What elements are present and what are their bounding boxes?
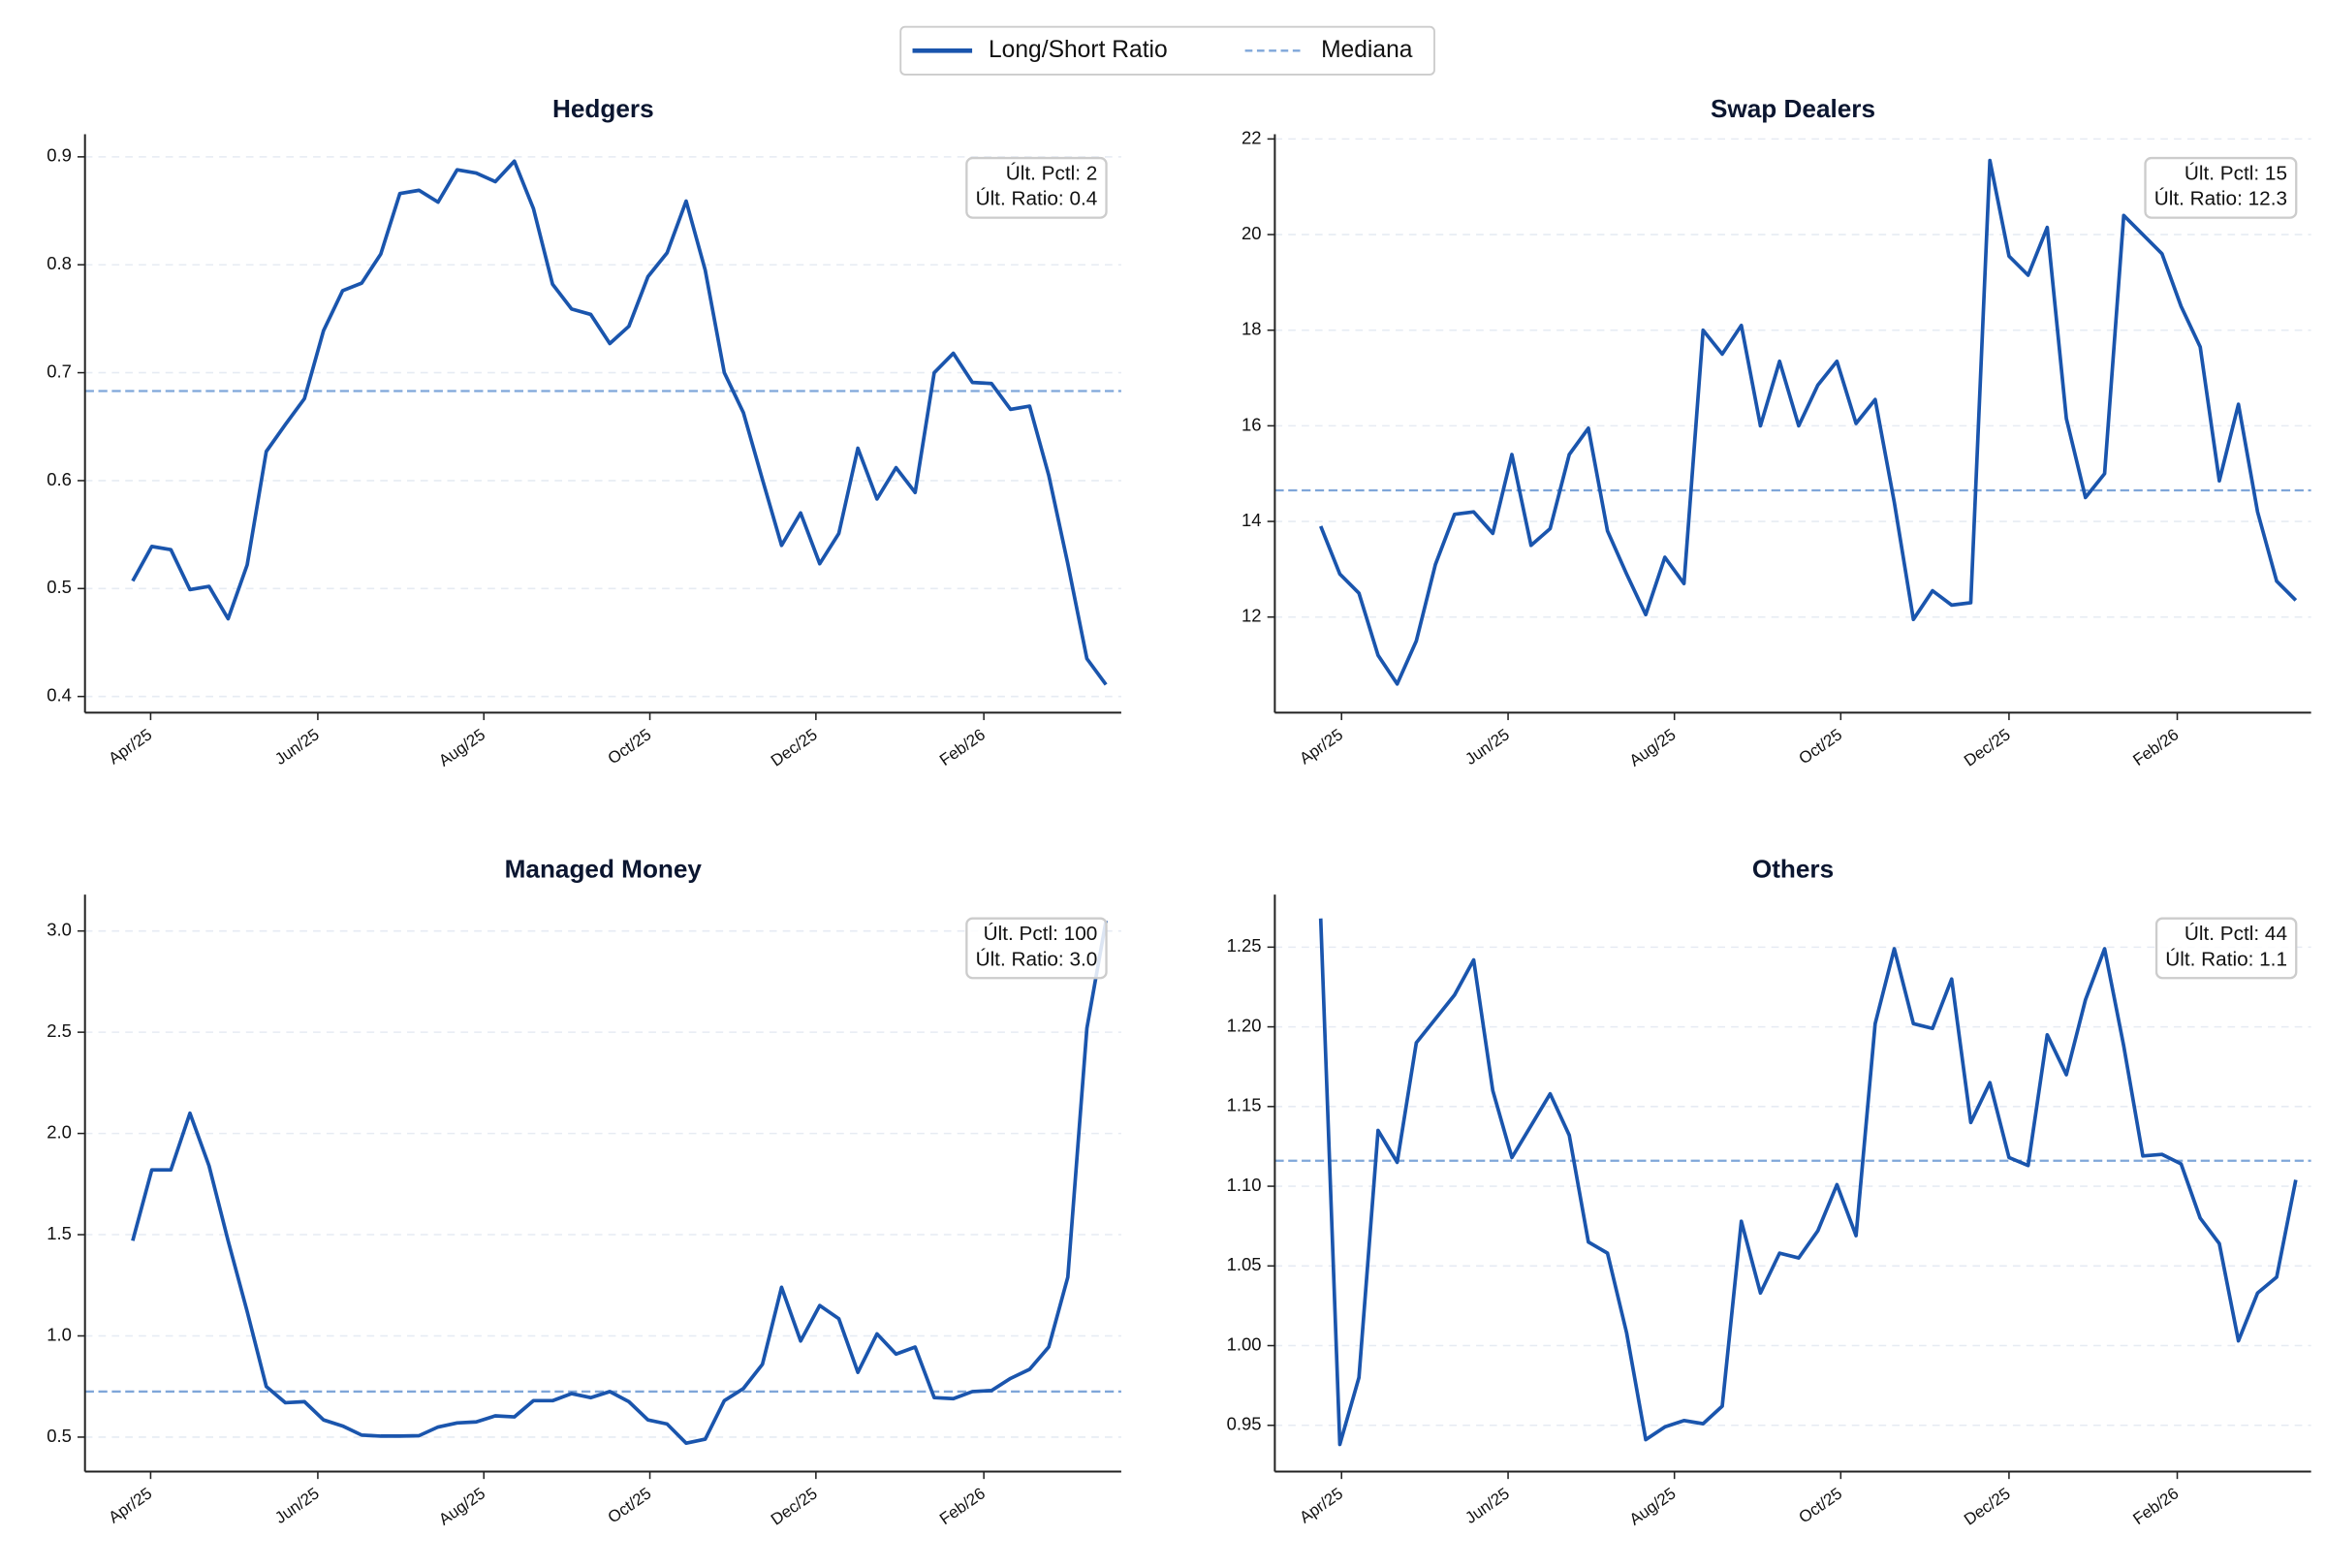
x-tick-label: Jun/25 [271, 725, 322, 768]
x-tick-label: Aug/25 [1626, 1484, 1680, 1528]
y-tick-label: 14 [1242, 510, 1262, 530]
x-tick-label: Dec/25 [1961, 1484, 2014, 1528]
data-line [131, 159, 1108, 686]
y-tick-label: 1.5 [47, 1223, 72, 1243]
x-tick-label: Aug/25 [435, 1484, 488, 1528]
x-tick-label: Dec/25 [1961, 725, 2014, 769]
legend-box [899, 25, 1435, 76]
y-tick-label: 1.25 [1227, 935, 1262, 956]
x-tick-label: Apr/25 [1296, 725, 1346, 768]
x-tick-label: Feb/26 [2129, 1484, 2182, 1528]
x-tick-label: Dec/25 [768, 725, 821, 769]
panel-title: Hedgers [552, 94, 654, 123]
y-tick-label: 0.5 [47, 1426, 72, 1446]
annotation-text: Últ. Pctl: 100 [984, 923, 1098, 945]
x-tick-label: Oct/25 [605, 725, 655, 768]
y-tick-label: 18 [1242, 319, 1262, 339]
panel-title: Swap Dealers [1711, 94, 1875, 123]
data-line [1319, 158, 2298, 686]
y-tick-label: 1.05 [1227, 1254, 1262, 1274]
y-tick-label: 0.9 [47, 145, 72, 166]
annotation-text: Últ. Pctl: 2 [1006, 162, 1098, 184]
annotation-box [2154, 917, 2298, 980]
y-tick-label: 1.15 [1227, 1095, 1262, 1115]
y-tick-label: 2.5 [47, 1020, 72, 1041]
x-tick-label: Apr/25 [106, 725, 156, 768]
x-tick-label: Jun/25 [271, 1484, 322, 1527]
x-tick-label: Dec/25 [768, 1484, 821, 1528]
y-tick-label: 22 [1242, 127, 1262, 147]
legend-label: Long/Short Ratio [989, 37, 1168, 63]
x-tick-label: Apr/25 [106, 1484, 156, 1526]
y-tick-label: 0.8 [47, 253, 72, 273]
y-tick-label: 0.5 [47, 577, 72, 597]
x-tick-label: Oct/25 [1795, 1484, 1845, 1526]
y-tick-label: 0.4 [47, 685, 72, 706]
x-tick-label: Oct/25 [1795, 725, 1845, 768]
y-tick-label: 1.20 [1227, 1015, 1262, 1035]
panel-title: Others [1752, 854, 1834, 883]
y-tick-label: 2.0 [47, 1121, 72, 1142]
legend-label: Mediana [1321, 37, 1413, 63]
panel: Swap Dealers 12 14 16 18 20 22 Apr/25 Jun/25 Aug/… [1242, 94, 2311, 770]
y-tick-label: 1.00 [1227, 1333, 1262, 1354]
data-line [131, 920, 1108, 1446]
x-tick-label: Feb/26 [936, 1484, 989, 1528]
annotation-box [965, 156, 1108, 219]
panel: Managed Money 0.5 1.0 1.5 2.0 2.5 3.0 Apr/25 Jun… [47, 854, 1121, 1529]
annotation-text: Últ. Ratio: 1.1 [2165, 948, 2287, 970]
y-tick-label: 1.0 [47, 1324, 72, 1344]
panel-title: Managed Money [505, 854, 703, 883]
annotation-box [965, 917, 1108, 980]
y-tick-label: 1.10 [1227, 1175, 1262, 1195]
y-tick-label: 12 [1242, 606, 1262, 626]
x-tick-label: Feb/26 [2129, 725, 2182, 769]
x-tick-label: Feb/26 [936, 725, 989, 769]
y-tick-label: 16 [1242, 414, 1262, 434]
data-line [1318, 918, 2298, 1447]
panel: Others 0.95 1.00 1.05 1.10 1.15 1.20 1.25 Apr/25… [1227, 854, 2311, 1529]
annotation-text: Últ. Ratio: 12.3 [2154, 188, 2287, 210]
x-tick-label: Aug/25 [1626, 725, 1680, 769]
annotation-text: Últ. Pctl: 15 [2185, 162, 2287, 184]
annotation-text: Últ. Ratio: 3.0 [976, 948, 1098, 970]
annotation-text: Últ. Ratio: 0.4 [976, 188, 1098, 210]
y-tick-label: 20 [1242, 223, 1262, 243]
x-tick-label: Oct/25 [605, 1484, 655, 1526]
annotation-box [2144, 156, 2298, 219]
y-tick-label: 0.6 [47, 469, 72, 489]
y-tick-label: 0.95 [1227, 1414, 1262, 1434]
panel: Hedgers 0.4 0.5 0.6 0.7 0.8 0.9 Apr/25 Jun/25 Aug… [47, 94, 1121, 770]
x-tick-label: Apr/25 [1296, 1484, 1346, 1526]
y-tick-label: 3.0 [47, 920, 72, 940]
x-tick-label: Jun/25 [1462, 1484, 1512, 1527]
x-tick-label: Jun/25 [1462, 725, 1512, 768]
x-tick-label: Aug/25 [435, 725, 488, 769]
annotation-text: Últ. Pctl: 44 [2185, 923, 2287, 945]
y-tick-label: 0.7 [47, 361, 72, 381]
